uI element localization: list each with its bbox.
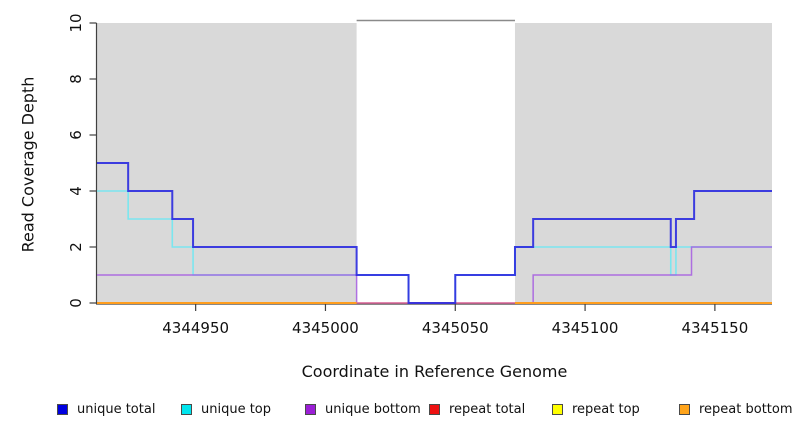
x-tick-label: 4345100 [551,319,619,337]
y-tick-label: 0 [67,298,85,308]
y-tick-label: 2 [67,242,85,252]
legend-label: unique bottom [325,401,421,417]
legend-swatch-icon [552,403,563,415]
legend-label: unique total [77,401,156,417]
legend-item-repeat-total: repeat total [429,400,525,418]
x-tick-label: 4345150 [681,319,749,337]
legend-item-repeat-bottom: repeat bottom [679,400,792,418]
legend-item-unique-total: unique total [57,400,155,418]
legend-label: unique top [201,401,272,417]
legend-item-repeat-top: repeat top [552,400,640,418]
legend-label: repeat total [449,401,526,417]
x-axis-title: Coordinate in Reference Genome [301,362,568,381]
y-tick-label: 8 [67,74,85,84]
series-line-unique-total [97,162,772,304]
legend-item-unique-bottom: unique bottom [305,400,421,418]
legend-swatch-icon [679,403,690,415]
x-tick-label: 4345050 [421,319,489,337]
legend-swatch-icon [57,403,68,415]
y-tick-label: 4 [67,186,85,196]
legend-label: repeat top [572,401,640,417]
legend-label: repeat bottom [699,401,792,417]
legend-swatch-icon [429,403,440,415]
coverage-region [514,23,772,303]
legend-swatch-icon [181,403,192,415]
x-tick-label: 4344950 [162,319,230,337]
series-line-unique-bottom [97,246,772,304]
x-tick-label: 4345000 [292,319,359,337]
coverage-region [97,23,357,303]
y-tick-label: 10 [67,13,85,33]
legend-item-unique-top: unique top [181,400,271,418]
y-tick-label: 6 [67,130,85,140]
y-axis-title: Read Coverage Depth [18,76,38,253]
legend: unique total unique top unique bottom repea… [0,400,792,420]
legend-swatch-icon [305,403,316,415]
